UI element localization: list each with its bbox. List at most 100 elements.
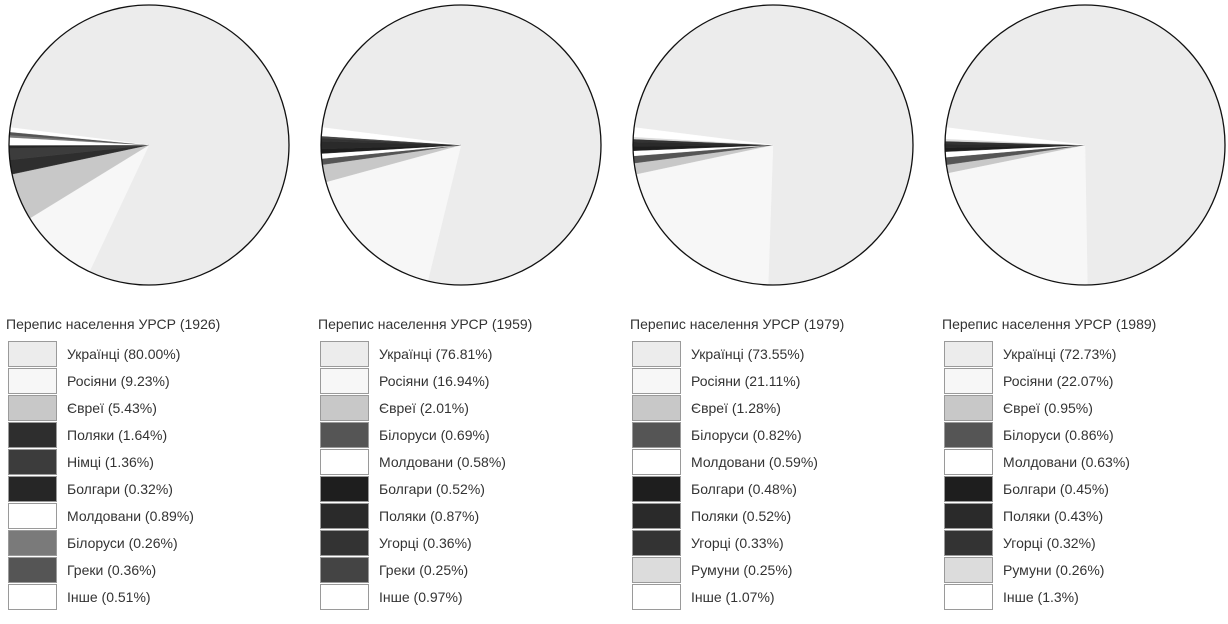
legend-item: Українці (73.55%) <box>632 341 922 368</box>
legend-item: Угорці (0.33%) <box>632 530 922 557</box>
legend-label: Євреї (1.28%) <box>691 400 781 416</box>
legend-swatch <box>632 395 681 421</box>
chart-title: Перепис населення УРСР (1926) <box>6 316 221 332</box>
pie-chart <box>320 4 602 286</box>
legend-label: Болгари (0.48%) <box>691 481 797 497</box>
legend-item: Росіяни (16.94%) <box>320 368 610 395</box>
pie-panel-3: Перепис населення УРСР (1989) Українці (7… <box>936 0 1228 624</box>
pie-chart <box>632 4 914 286</box>
legend-swatch <box>944 395 993 421</box>
legend: Українці (76.81%) Росіяни (16.94%) Євреї (… <box>320 341 610 611</box>
legend-label: Угорці (0.36%) <box>379 535 472 551</box>
legend-swatch <box>632 557 681 583</box>
legend-swatch <box>8 476 57 502</box>
legend-item: Росіяни (21.11%) <box>632 368 922 395</box>
legend-item: Угорці (0.32%) <box>944 530 1228 557</box>
legend-label: Поляки (0.52%) <box>691 508 792 524</box>
legend-swatch <box>8 449 57 475</box>
legend-swatch <box>8 503 57 529</box>
legend-swatch <box>944 584 993 610</box>
legend-swatch <box>320 584 369 610</box>
legend-label: Євреї (2.01%) <box>379 400 469 416</box>
legend-label: Болгари (0.32%) <box>67 481 173 497</box>
legend-label: Українці (73.55%) <box>691 346 805 362</box>
legend-item: Болгари (0.45%) <box>944 476 1228 503</box>
pie-outline <box>944 4 1226 286</box>
legend-swatch <box>320 476 369 502</box>
pie-outline <box>632 4 914 286</box>
legend-item: Молдовани (0.89%) <box>8 503 298 530</box>
legend-swatch <box>944 368 993 394</box>
pie-outline <box>320 4 602 286</box>
legend-label: Греки (0.25%) <box>379 562 469 578</box>
chart-title: Перепис населення УРСР (1989) <box>942 316 1157 332</box>
legend-swatch <box>944 422 993 448</box>
legend-swatch <box>320 341 369 367</box>
legend-label: Греки (0.36%) <box>67 562 157 578</box>
legend-swatch <box>8 341 57 367</box>
legend-label: Білоруси (0.69%) <box>379 427 490 443</box>
legend-item: Болгари (0.52%) <box>320 476 610 503</box>
legend-swatch <box>944 503 993 529</box>
legend-label: Поляки (0.43%) <box>1003 508 1104 524</box>
legend-label: Інше (1.3%) <box>1003 589 1079 605</box>
legend-swatch <box>320 422 369 448</box>
legend-label: Поляки (0.87%) <box>379 508 480 524</box>
legend-item: Росіяни (9.23%) <box>8 368 298 395</box>
legend-item: Молдовани (0.59%) <box>632 449 922 476</box>
legend-label: Росіяни (9.23%) <box>67 373 170 389</box>
legend-swatch <box>632 341 681 367</box>
legend-label: Білоруси (0.86%) <box>1003 427 1114 443</box>
legend-item: Українці (76.81%) <box>320 341 610 368</box>
legend-item: Білоруси (0.82%) <box>632 422 922 449</box>
legend-item: Поляки (0.52%) <box>632 503 922 530</box>
legend-label: Інше (0.97%) <box>379 589 463 605</box>
legend-item: Молдовани (0.58%) <box>320 449 610 476</box>
legend-item: Болгари (0.48%) <box>632 476 922 503</box>
legend-item: Молдовани (0.63%) <box>944 449 1228 476</box>
legend-swatch <box>8 584 57 610</box>
legend-label: Молдовани (0.89%) <box>67 508 194 524</box>
legend-item: Українці (72.73%) <box>944 341 1228 368</box>
legend-swatch <box>944 530 993 556</box>
legend-swatch <box>320 557 369 583</box>
legend-label: Євреї (0.95%) <box>1003 400 1093 416</box>
legend-item: Поляки (1.64%) <box>8 422 298 449</box>
pie-panel-1: Перепис населення УРСР (1959) Українці (7… <box>312 0 614 624</box>
legend-label: Молдовани (0.63%) <box>1003 454 1130 470</box>
legend-item: Росіяни (22.07%) <box>944 368 1228 395</box>
pie-chart <box>8 4 290 286</box>
legend-swatch <box>944 476 993 502</box>
legend-label: Німці (1.36%) <box>67 454 154 470</box>
legend-swatch <box>8 530 57 556</box>
legend-label: Росіяни (21.11%) <box>691 373 801 389</box>
legend-item: Українці (80.00%) <box>8 341 298 368</box>
legend-swatch <box>320 449 369 475</box>
legend-item: Німці (1.36%) <box>8 449 298 476</box>
legend-label: Євреї (5.43%) <box>67 400 157 416</box>
legend-swatch <box>8 368 57 394</box>
legend-label: Молдовани (0.58%) <box>379 454 506 470</box>
legend-item: Греки (0.36%) <box>8 557 298 584</box>
legend: Українці (72.73%) Росіяни (22.07%) Євреї (… <box>944 341 1228 611</box>
legend-swatch <box>632 503 681 529</box>
legend-item: Інше (1.3%) <box>944 584 1228 611</box>
legend-label: Болгари (0.45%) <box>1003 481 1109 497</box>
legend-swatch <box>632 530 681 556</box>
legend-label: Молдовани (0.59%) <box>691 454 818 470</box>
legend-swatch <box>632 422 681 448</box>
legend-label: Угорці (0.32%) <box>1003 535 1096 551</box>
legend-item: Греки (0.25%) <box>320 557 610 584</box>
legend-swatch <box>8 422 57 448</box>
chart-title: Перепис населення УРСР (1979) <box>630 316 845 332</box>
legend-item: Поляки (0.43%) <box>944 503 1228 530</box>
legend-item: Білоруси (0.86%) <box>944 422 1228 449</box>
legend: Українці (73.55%) Росіяни (21.11%) Євреї (… <box>632 341 922 611</box>
legend-label: Українці (76.81%) <box>379 346 493 362</box>
legend-label: Угорці (0.33%) <box>691 535 784 551</box>
legend-item: Румуни (0.26%) <box>944 557 1228 584</box>
legend-swatch <box>632 584 681 610</box>
legend-swatch <box>944 449 993 475</box>
pie-chart <box>944 4 1226 286</box>
